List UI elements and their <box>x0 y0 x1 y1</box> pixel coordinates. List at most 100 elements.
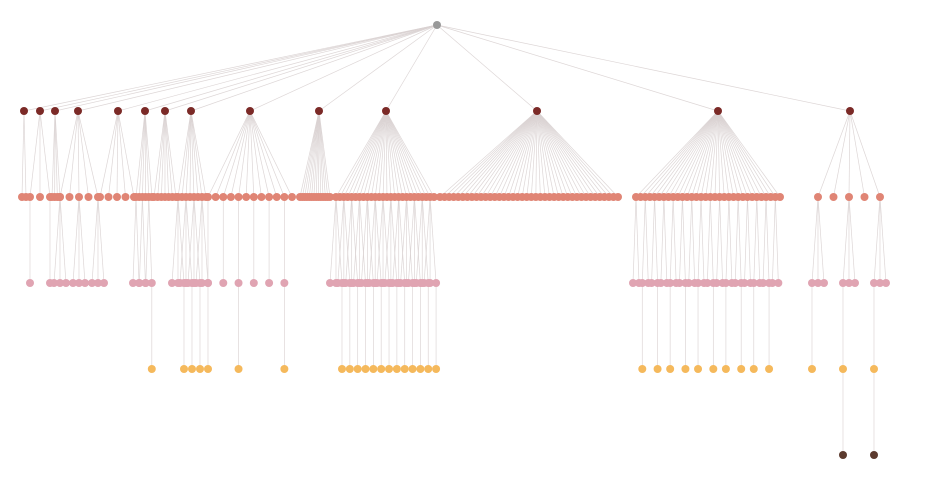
tree-edge <box>384 196 392 284</box>
tree-edge <box>318 110 322 198</box>
tree-edge <box>361 196 368 284</box>
tree-edge <box>499 110 538 198</box>
tree-edge <box>641 196 646 284</box>
tree-edge <box>72 196 80 284</box>
tree-edge <box>696 110 719 198</box>
tree-node-level1 <box>846 107 854 115</box>
tree-edge <box>436 24 851 112</box>
tree-edge <box>190 110 207 198</box>
tree-node-level3 <box>333 279 342 287</box>
tree-edge <box>116 110 119 198</box>
tree-node-level4 <box>338 365 346 373</box>
tree-edge <box>489 110 538 198</box>
tree-node-level2 <box>104 193 113 201</box>
tree-edge <box>817 110 851 198</box>
tree-edge <box>77 110 99 198</box>
tree-edge <box>677 110 719 198</box>
tree-edge <box>649 110 719 198</box>
tree-node-level3 <box>62 279 70 287</box>
tree-edge <box>717 110 767 198</box>
tree-edge <box>190 110 203 198</box>
tree-edge <box>157 110 166 198</box>
tree-edge <box>526 110 538 198</box>
tree-edge <box>717 110 781 198</box>
tree-edge <box>873 196 881 284</box>
tree-node-level2 <box>265 193 274 201</box>
tree-edge <box>164 110 170 198</box>
tree-node-level3 <box>56 279 64 287</box>
tree-node-level3 <box>184 279 192 287</box>
tree-edge <box>635 196 640 284</box>
tree-edge <box>521 110 538 198</box>
tree-edge <box>879 196 887 284</box>
tree-edge <box>530 110 538 198</box>
tree-edge <box>833 110 851 198</box>
tree-edge <box>59 110 79 198</box>
tree-edge <box>39 24 438 112</box>
tree-edge <box>536 110 550 198</box>
tree-node-level4 <box>737 365 746 373</box>
tree-edge <box>691 196 696 284</box>
tree-edge <box>144 110 146 198</box>
tree-node-level3 <box>129 279 137 287</box>
tree-edge <box>444 110 538 198</box>
tree-edge <box>672 110 719 198</box>
tree-edge <box>138 110 146 198</box>
tree-node-level4 <box>765 365 774 373</box>
tree-edge <box>353 196 360 284</box>
tree-edge <box>536 110 560 198</box>
tree-edge <box>385 110 407 198</box>
tree-node-level2 <box>36 193 44 201</box>
tree-node-level3 <box>731 279 740 287</box>
tree-node-level1 <box>161 107 169 115</box>
tree-edge <box>385 110 419 198</box>
tree-edge <box>390 196 398 284</box>
tree-edge <box>817 196 825 284</box>
tree-edge <box>382 196 390 284</box>
tree-edge <box>359 110 387 198</box>
tree-node-level3 <box>759 279 768 287</box>
tree-node-level4 <box>234 365 243 373</box>
tree-node-level1 <box>20 107 28 115</box>
tree-edge <box>480 110 538 198</box>
tree-node-level3 <box>147 279 156 287</box>
tree-node-level2 <box>75 193 83 201</box>
tree-edge <box>370 110 387 198</box>
tree-edge <box>382 110 387 198</box>
tree-edge <box>536 110 573 198</box>
tree-node-level4 <box>147 365 156 373</box>
tree-edge <box>406 196 413 284</box>
tree-node-level4 <box>424 365 433 373</box>
tree-edge <box>164 110 177 198</box>
tree-edge <box>97 196 105 284</box>
tree-node-level2 <box>226 193 235 201</box>
tree-edge <box>249 110 293 198</box>
tree-edge <box>347 110 387 198</box>
tree-edge <box>668 110 719 198</box>
tree-node-level3 <box>100 279 108 287</box>
tree-node-level2 <box>219 193 228 201</box>
tree-node-level3 <box>426 279 435 287</box>
tree-edge <box>679 196 683 284</box>
tree-edge <box>299 110 320 198</box>
tree-edge <box>448 110 538 198</box>
tree-node-level1 <box>74 107 82 115</box>
tree-node-level3 <box>420 279 429 287</box>
tree-edge <box>737 196 742 284</box>
tree-edge <box>536 110 564 198</box>
tree-node-level2 <box>249 193 258 201</box>
tree-edge <box>367 196 374 284</box>
tree-edge <box>385 110 423 198</box>
tree-node-level1 <box>714 107 722 115</box>
tree-node-level4 <box>416 365 425 373</box>
tree-edge <box>632 196 637 284</box>
tree-node-level3 <box>26 279 34 287</box>
tree-node-level3 <box>365 279 374 287</box>
tree-node-level1 <box>51 107 59 115</box>
tree-node-level3 <box>749 279 758 287</box>
tree-node-level3 <box>50 279 58 287</box>
tree-edge <box>717 110 758 198</box>
tree-edge <box>848 110 851 198</box>
tree-edge <box>536 110 546 198</box>
tree-edge <box>672 196 677 284</box>
